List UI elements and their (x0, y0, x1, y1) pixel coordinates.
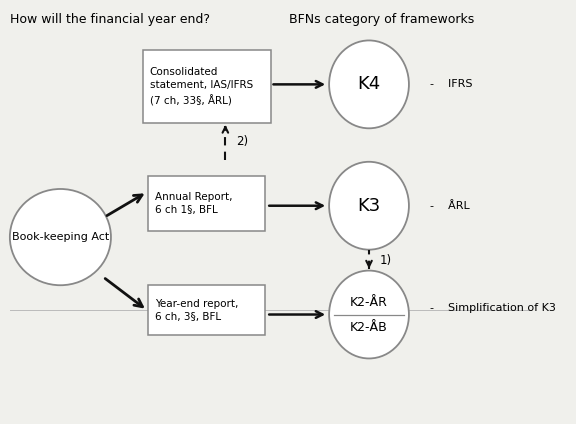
Ellipse shape (329, 162, 409, 250)
Ellipse shape (329, 271, 409, 358)
Text: Year-end report,
6 ch, 3§, BFL: Year-end report, 6 ch, 3§, BFL (155, 298, 238, 322)
Ellipse shape (10, 189, 111, 285)
Text: 1): 1) (380, 254, 392, 267)
Ellipse shape (329, 40, 409, 128)
Text: Consolidated
statement, IAS/IFRS
(7 ch, 33§, ÅRL): Consolidated statement, IAS/IFRS (7 ch, … (150, 67, 253, 106)
Text: BFNs category of frameworks: BFNs category of frameworks (289, 13, 475, 26)
Text: Book-keeping Act: Book-keeping Act (12, 232, 109, 242)
Text: 2): 2) (236, 135, 248, 148)
Text: -    IFRS: - IFRS (430, 79, 473, 89)
FancyBboxPatch shape (148, 176, 266, 231)
FancyBboxPatch shape (143, 50, 271, 123)
Text: -    ÅRL: - ÅRL (430, 201, 470, 211)
Text: K3: K3 (357, 197, 381, 215)
Text: How will the financial year end?: How will the financial year end? (10, 13, 210, 26)
FancyBboxPatch shape (148, 285, 266, 335)
Text: K4: K4 (357, 75, 381, 93)
Text: -    Simplification of K3: - Simplification of K3 (430, 303, 556, 313)
Text: K2-ÅR: K2-ÅR (350, 296, 388, 309)
Text: Annual Report,
6 ch 1§, BFL: Annual Report, 6 ch 1§, BFL (155, 192, 233, 215)
Text: K2-ÅB: K2-ÅB (350, 321, 388, 334)
